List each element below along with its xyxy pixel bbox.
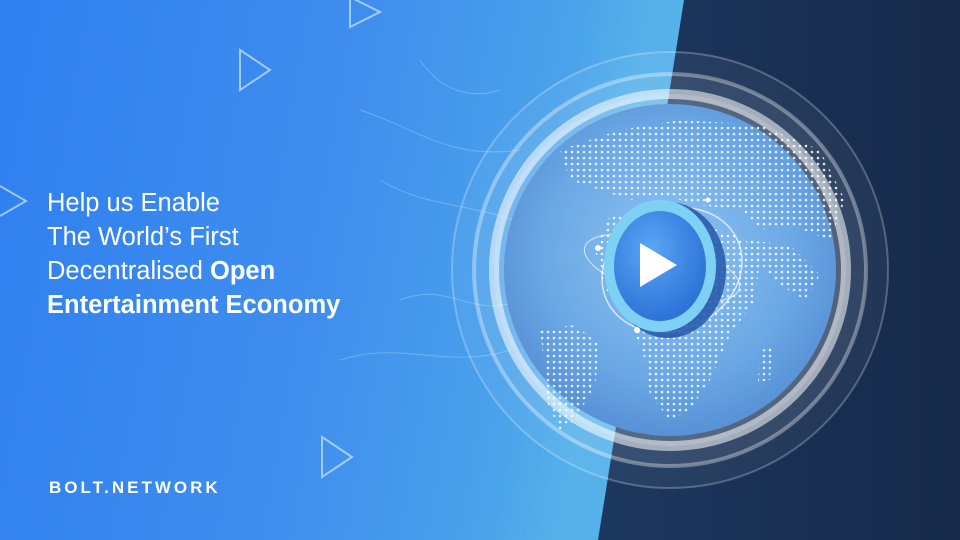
headline-line-4: Entertainment Economy [47,291,341,319]
headline-line-3-bold: Open [210,257,276,285]
headline-line-3: Decentralised Open [47,254,467,288]
headline-line-3-regular: Decentralised [47,257,210,285]
headline-line-1: Help us Enable [47,189,220,217]
play-outline-icon [321,435,354,479]
brand-name: BOLT.NETWORK [49,478,221,497]
headline: Help us Enable The World’s First Decentr… [47,186,467,322]
globe-icon [451,51,889,489]
play-outline-icon [349,0,383,29]
headline-line-2: The World’s First [47,223,239,251]
play-icon [640,243,677,287]
play-outline-icon [0,185,29,217]
play-outline-icon [239,48,272,92]
